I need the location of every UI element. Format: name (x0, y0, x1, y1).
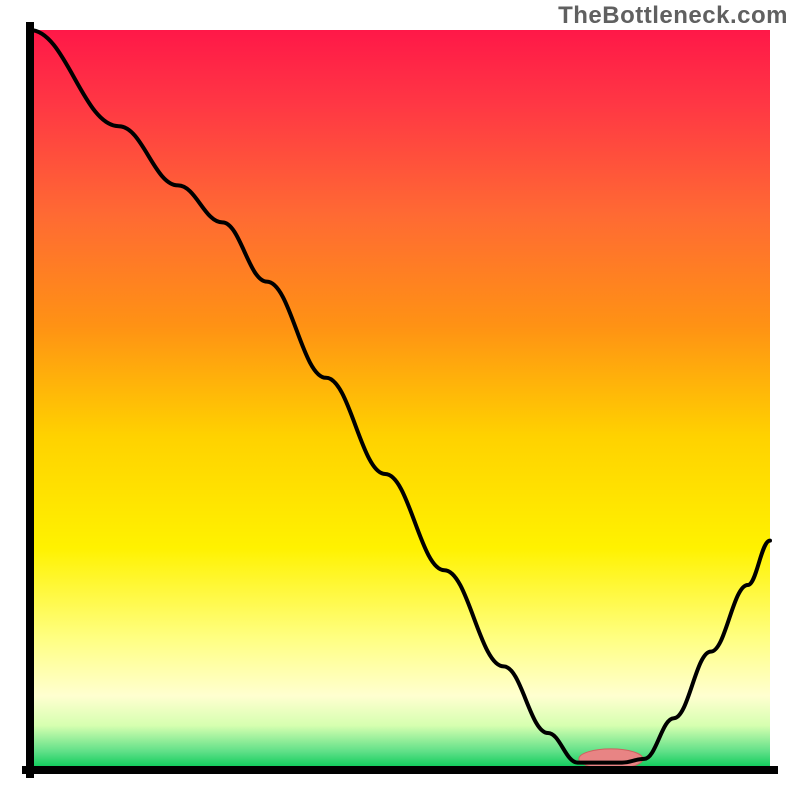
bottleneck-chart (0, 0, 800, 800)
attribution-text: TheBottleneck.com (558, 2, 788, 30)
chart-frame: TheBottleneck.com (0, 0, 800, 800)
